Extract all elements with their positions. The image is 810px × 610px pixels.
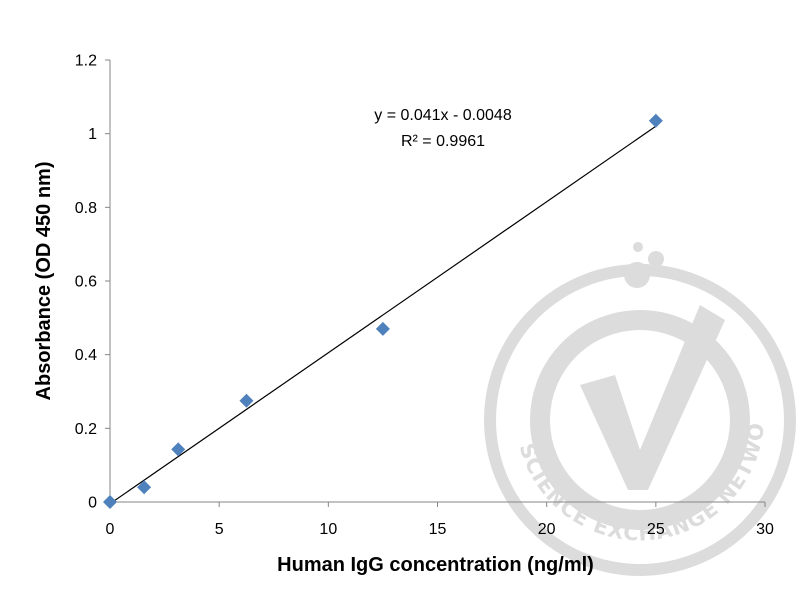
x-axis-title: Human IgG concentration (ng/ml) [277,554,594,576]
x-tick-label: 25 [647,521,665,538]
data-point [375,321,390,336]
y-ticks: 0 0.2 0.4 0.6 0.8 1 1.2 [75,53,110,512]
data-point [171,442,186,457]
x-ticks: 0 5 10 15 20 25 30 [106,502,774,538]
y-axis-title: Absorbance (OD 450 nm) [33,162,55,401]
x-tick-label: 0 [106,521,115,538]
x-tick-label: 20 [538,521,556,538]
watermark-ring-inner [530,310,750,530]
x-tick-label: 5 [215,521,224,538]
data-point [239,393,254,408]
checkmark-seal-icon [580,305,725,490]
watermark-seal: THE SCIENCE EXCHANGE NETWORK [0,0,796,576]
watermark-dot-small [633,242,643,252]
y-tick-label: 1 [88,126,97,143]
y-tick-label: 0.6 [75,274,97,291]
y-tick-label: 0.2 [75,421,97,438]
x-tick-label: 10 [319,521,337,538]
trendline-equation: y = 0.041x - 0.0048 [374,107,512,124]
y-tick-label: 0 [88,495,97,512]
data-point [137,480,152,495]
watermark-dot-large [624,262,650,288]
data-point [648,113,663,128]
trendline [109,125,657,505]
y-tick-label: 0.4 [75,347,97,364]
y-tick-label: 0.8 [75,200,97,217]
data-points [103,113,663,509]
watermark-dot-medium [648,251,664,267]
data-point [103,495,117,509]
x-tick-label: 15 [429,521,447,538]
axes: 0 0.2 0.4 0.6 0.8 1 1.2 0 5 10 15 20 25 30 [75,53,774,539]
y-tick-label: 1.2 [75,53,97,70]
x-tick-label: 30 [756,521,774,538]
trendline-r-squared: R² = 0.9961 [401,133,485,150]
